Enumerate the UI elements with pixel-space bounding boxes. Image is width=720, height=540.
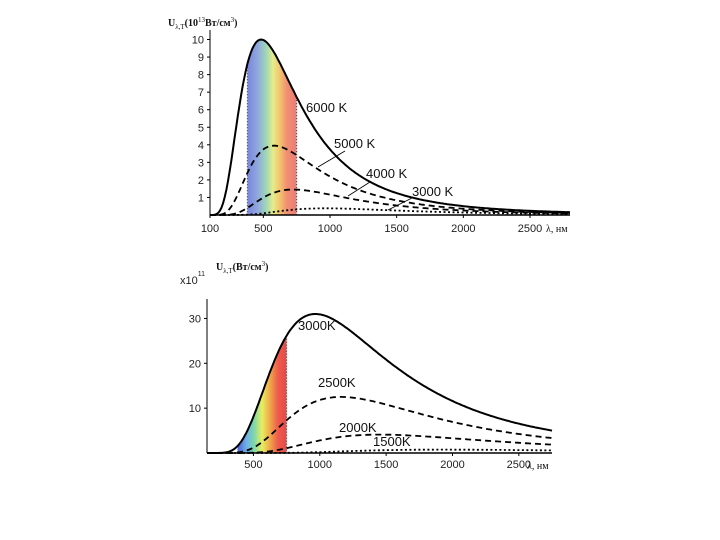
curve-label-3000k: 3000K: [298, 318, 336, 333]
series-line-4000k: [210, 188, 570, 216]
y-tick-label: 9: [198, 52, 204, 64]
y-tick-label: 6: [198, 105, 204, 117]
y-tick-label: 2: [198, 175, 204, 187]
x-tick-label: 2500: [518, 223, 542, 235]
x-tick-label: 1500: [374, 459, 398, 471]
visible-spectrum-band: [237, 335, 287, 453]
series-line-6000k: [210, 38, 571, 216]
x-tick-label: 1500: [384, 223, 408, 235]
leader-5000k: [317, 150, 346, 168]
y-tick-label: 7: [198, 87, 204, 99]
chart-top: 1 2 3 4 5 6 7 8 9 10 100 500 1000 1500 2000 2500 Uλ,T(…: [168, 16, 571, 235]
scale-factor: x1011: [180, 271, 205, 287]
curve-label-2500k: 2500K: [318, 375, 356, 390]
curve-label-6000k: 6000 K: [306, 100, 348, 115]
x-tick-label: 1000: [308, 459, 332, 471]
curve-label-4000k: 4000 K: [366, 166, 408, 181]
x-tick-label: 500: [254, 223, 272, 235]
series-line-5000k: [210, 144, 570, 216]
x-tick-label: 2500: [507, 459, 531, 471]
x-tick-label: 2000: [451, 223, 475, 235]
y-tick-label: 3: [198, 157, 204, 169]
series-line-2500k: [207, 396, 553, 454]
y-tick-label: 8: [198, 70, 204, 82]
y-tick-label: 10: [189, 403, 201, 415]
series-line-1500k: [207, 448, 552, 454]
curve-label-1500k: 1500K: [373, 434, 411, 449]
curve-label-5000k: 5000 K: [334, 136, 376, 151]
leader-4000k: [347, 181, 371, 197]
visible-spectrum-band: [247, 39, 297, 215]
series-line-2000k: [207, 433, 553, 454]
leader-3000k: [387, 197, 413, 211]
y-axis-title: Uλ,T(1013Вт/см3): [168, 16, 237, 31]
x-tick-label: 1000: [318, 223, 342, 235]
x-axis-title: λ, нм: [527, 461, 549, 472]
y-tick-label: 4: [198, 140, 204, 152]
chart-bottom: 10 20 30 500 1000 1500 2000 2500 x1011 Uλ,T(Вт…: [180, 260, 553, 472]
y-tick-label: 30: [189, 313, 201, 325]
series-line-3000k: [207, 313, 553, 454]
y-axis-title: Uλ,T(Вт/см3): [216, 260, 268, 275]
y-tick-label: 5: [198, 122, 204, 134]
y-tick-label: 10: [192, 35, 204, 47]
curve-label-3000k: 3000 K: [412, 184, 454, 199]
series-line-3000k: [210, 207, 570, 216]
y-tick-label: 20: [189, 358, 201, 370]
x-tick-label: 100: [201, 223, 219, 235]
curve-label-2000k: 2000K: [339, 420, 377, 435]
x-axis-title: λ, нм: [546, 224, 568, 235]
y-tick-label: 1: [198, 192, 204, 204]
x-tick-label: 500: [244, 459, 262, 471]
x-tick-label: 2000: [440, 459, 464, 471]
